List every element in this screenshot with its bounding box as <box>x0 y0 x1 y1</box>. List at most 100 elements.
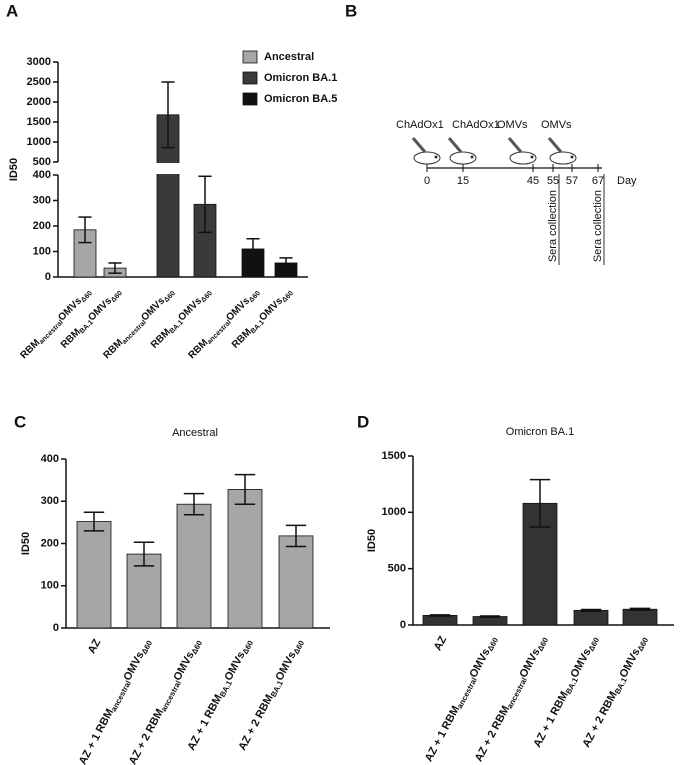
label-subscript: ancestral <box>159 679 183 713</box>
label-text: OMVs <box>273 650 298 683</box>
label-text: AZ + 1 RBM <box>77 707 116 765</box>
y-tick-label: 300 <box>33 194 51 206</box>
syringe <box>447 137 463 153</box>
label-subscript: ancestral <box>455 676 479 710</box>
day-label: 67 <box>592 175 604 187</box>
syringe <box>507 137 523 153</box>
bar <box>422 615 458 626</box>
label-subscript: Δ60 <box>241 639 256 656</box>
label-text: AZ + 2 RBM <box>473 704 512 764</box>
bar <box>622 608 658 626</box>
day-label: 15 <box>457 175 469 187</box>
label-text: OMVs <box>617 647 642 680</box>
mouse-icon <box>509 151 537 165</box>
label-text: OMVs <box>171 650 196 683</box>
mouse-icon <box>449 151 477 165</box>
bar <box>176 503 212 629</box>
label-subscript: Δ60 <box>200 290 214 304</box>
y-axis-label: ID50 <box>8 158 20 181</box>
syringe <box>547 137 563 153</box>
day-label: 45 <box>527 175 539 187</box>
label-subscript: Δ60 <box>163 290 177 304</box>
mouse-eye <box>530 155 534 159</box>
y-tick-label: 1000 <box>382 506 406 518</box>
label-subscript: ancestral <box>109 679 133 713</box>
vaccination-label: OMVs <box>497 119 528 131</box>
chart-title: Omicron BA.1 <box>506 426 574 438</box>
y-axis-label: ID50 <box>366 529 378 552</box>
y-tick-label: 0 <box>45 271 51 283</box>
x-tick-label: AZ <box>432 634 450 653</box>
chart-title: Ancestral <box>172 427 218 439</box>
y-tick-label: 1500 <box>27 116 51 128</box>
y-tick-label: 1000 <box>27 136 51 148</box>
vaccination-label: OMVs <box>541 119 572 131</box>
label-text: AZ <box>86 637 104 656</box>
label-subscript: Δ60 <box>281 290 295 304</box>
label-text: AZ + 1 RBM <box>531 690 570 750</box>
y-tick-label: 200 <box>33 220 51 232</box>
y-tick-label: 0 <box>53 622 59 634</box>
label-text: AZ + 2 RBM <box>580 690 619 750</box>
collection-label: Sera collection <box>592 190 604 262</box>
collection-label: Sera collection <box>547 190 559 262</box>
label-text: AZ + 1 RBM <box>185 693 224 753</box>
day-axis-label: Day <box>617 175 637 187</box>
y-axis-label: ID50 <box>20 532 32 555</box>
y-tick-label: 100 <box>41 580 59 592</box>
y-tick-label: 400 <box>41 453 59 465</box>
label-subscript: Δ60 <box>587 636 602 653</box>
label-subscript: ancestral <box>121 319 148 346</box>
label-subscript: Δ60 <box>248 290 262 304</box>
x-tick-label: AZ <box>86 637 104 656</box>
vaccination-label: ChAdOx1 <box>396 119 444 131</box>
bar <box>278 535 314 629</box>
y-tick-label: 300 <box>41 495 59 507</box>
axis-break <box>156 163 180 174</box>
label-text: OMVs <box>517 647 542 680</box>
y-tick-label: 100 <box>33 245 51 257</box>
label-text: OMVs <box>121 650 146 683</box>
syringe <box>411 137 427 153</box>
label-text: AZ + 2 RBM <box>236 693 275 753</box>
label-subscript: Δ60 <box>80 290 94 304</box>
label-subscript: Δ60 <box>292 639 307 656</box>
label-text: AZ + 1 RBM <box>423 704 462 764</box>
y-tick-label: 3000 <box>27 56 51 68</box>
legend-label: Ancestral <box>264 51 314 63</box>
label-subscript: Δ60 <box>110 290 124 304</box>
legend-swatch <box>242 71 258 85</box>
legend-swatch <box>242 50 258 64</box>
bar <box>573 609 609 626</box>
day-label: 0 <box>424 175 430 187</box>
y-tick-label: 400 <box>33 169 51 181</box>
mouse-icon <box>413 151 441 165</box>
y-tick-label: 200 <box>41 537 59 549</box>
y-tick-label: 0 <box>400 619 406 631</box>
y-tick-label: 1500 <box>382 450 406 462</box>
panel-label: C <box>14 412 26 431</box>
y-tick-label: 500 <box>33 156 51 168</box>
mouse-icon <box>549 151 577 165</box>
y-tick-label: 500 <box>388 563 406 575</box>
day-label: 55 <box>547 175 559 187</box>
panel-label: D <box>357 412 369 431</box>
label-subscript: Δ60 <box>190 639 205 656</box>
bar <box>76 521 112 629</box>
bar <box>227 489 263 629</box>
panel-label: A <box>6 1 18 20</box>
label-text: OMVs <box>222 650 247 683</box>
legend-label: Omicron BA.5 <box>264 93 337 105</box>
panel-label: B <box>345 1 357 20</box>
vaccination-label: ChAdOx1 <box>452 119 500 131</box>
label-text: AZ + 2 RBM <box>127 707 166 765</box>
y-tick-label: 2000 <box>27 96 51 108</box>
x-tick-label: RBMBA.1OMVsΔ60 <box>230 286 295 351</box>
label-subscript: ancestral <box>505 676 529 710</box>
legend-label: Omicron BA.1 <box>264 72 337 84</box>
mouse-eye <box>434 155 438 159</box>
mouse-eye <box>570 155 574 159</box>
label-subscript: ancestral <box>206 319 233 346</box>
